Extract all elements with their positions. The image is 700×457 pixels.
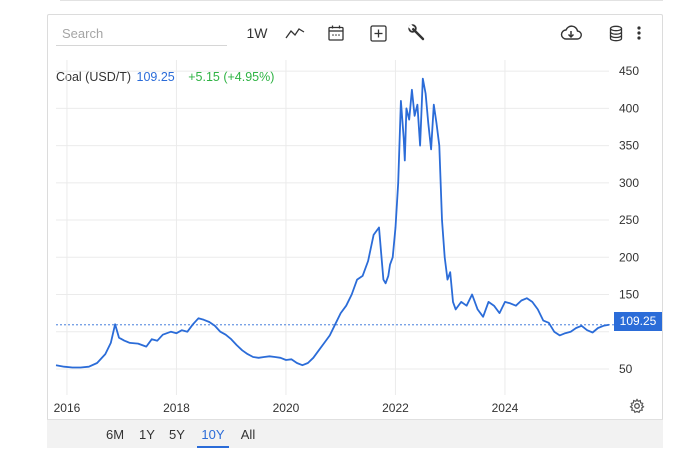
range-selector: 6M 1Y 5Y 10Y All (47, 419, 663, 448)
cloud-download-icon[interactable] (559, 23, 583, 43)
range-button-10y[interactable]: 10Y (197, 427, 229, 448)
calendar-icon[interactable] (326, 22, 346, 44)
y-tick-label: 450 (619, 64, 639, 78)
y-tick-label: 200 (619, 250, 639, 264)
chart-widget (47, 14, 663, 448)
y-tick-label: 250 (619, 213, 639, 227)
legend-price: 109.25 (136, 70, 175, 84)
legend-name: Coal (USD/T) (56, 70, 132, 84)
more-vertical-icon[interactable] (632, 23, 646, 43)
add-icon[interactable] (368, 23, 388, 43)
line-chart-icon[interactable] (284, 23, 306, 43)
y-tick-label: 350 (619, 139, 639, 153)
x-tick-label: 2020 (273, 401, 300, 415)
y-tick-label: 300 (619, 176, 639, 190)
settings-gear-icon[interactable] (629, 398, 645, 414)
legend-change: +5.15 (+4.95%) (188, 70, 275, 84)
range-button-1y[interactable]: 1Y (139, 427, 155, 442)
database-icon[interactable] (607, 23, 625, 43)
y-tick-label: 150 (619, 288, 639, 302)
top-divider (60, 0, 663, 1)
x-tick-label: 2022 (382, 401, 409, 415)
range-button-5y[interactable]: 5Y (169, 427, 185, 442)
range-button-6m[interactable]: 6M (105, 427, 125, 442)
chart-legend: Coal (USD/T) 109.25 +5.15 (+4.95%) (56, 70, 274, 84)
range-button-all[interactable]: All (240, 427, 256, 442)
interval-button[interactable]: 1W (246, 25, 268, 41)
search-input[interactable] (56, 22, 227, 46)
y-tick-label: 50 (619, 362, 633, 376)
last-price-tag: 109.25 (614, 312, 662, 331)
series-line (55, 77, 610, 369)
x-tick-label: 2016 (54, 401, 81, 415)
x-tick-label: 2018 (163, 401, 190, 415)
wrench-icon[interactable] (407, 23, 427, 43)
x-tick-label: 2024 (492, 401, 519, 415)
y-tick-label: 400 (619, 101, 639, 115)
